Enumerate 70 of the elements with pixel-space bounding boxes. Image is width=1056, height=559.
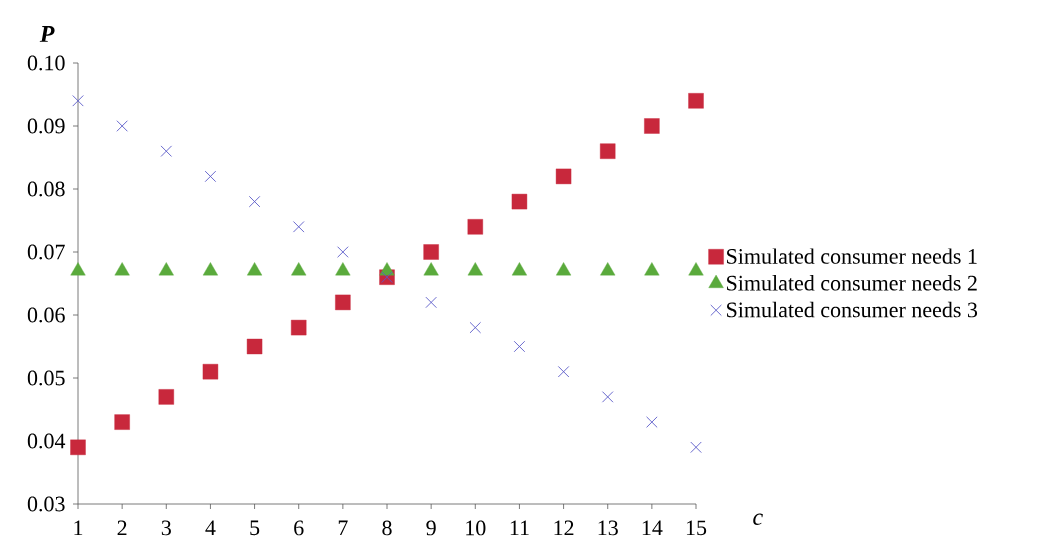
point	[291, 262, 307, 276]
point	[114, 414, 130, 430]
x-tick-label: 2	[117, 520, 127, 536]
point	[600, 262, 616, 276]
y-tick-label: 0.08	[27, 181, 65, 197]
point	[688, 93, 704, 109]
point	[204, 170, 217, 183]
x-tick-label: 10	[466, 520, 486, 536]
point	[467, 262, 483, 276]
x-tick-label: 15	[686, 520, 707, 536]
x-tick-label: 1	[74, 520, 83, 536]
point	[70, 262, 86, 276]
x-tick-label: 8	[382, 520, 392, 536]
legend-label: Simulated consumer needs 1	[727, 248, 977, 264]
point	[469, 321, 482, 334]
y-tick-label: 0.03	[27, 496, 65, 512]
point	[511, 262, 527, 276]
x-tick-label: 13	[598, 520, 618, 536]
point	[116, 120, 128, 132]
point	[425, 296, 437, 309]
y-tick-label: 0.06	[27, 307, 65, 323]
x-tick-label: 9	[426, 520, 436, 536]
point	[646, 416, 658, 428]
point	[72, 95, 84, 107]
point	[335, 262, 351, 276]
point	[160, 145, 173, 157]
point	[556, 262, 572, 276]
x-tick-label: 3	[161, 520, 171, 536]
point	[690, 441, 702, 454]
point	[292, 221, 305, 233]
point	[423, 262, 439, 276]
point	[70, 439, 86, 455]
point	[557, 365, 570, 378]
point	[158, 389, 174, 405]
point	[423, 244, 439, 260]
y-tick-label: 0.10	[27, 55, 65, 71]
point	[644, 118, 660, 134]
point	[513, 340, 526, 353]
x-axis-title: c	[753, 513, 763, 526]
x-tick-label: 7	[338, 520, 348, 535]
point	[555, 168, 572, 185]
x-tick-label: 12	[554, 520, 574, 536]
y-tick-label: 0.05	[27, 370, 65, 386]
point	[601, 391, 614, 403]
point	[202, 364, 219, 380]
point	[335, 294, 351, 311]
point	[114, 262, 130, 276]
x-tick-label: 14	[642, 520, 663, 536]
legend-label: Simulated consumer needs 3	[727, 301, 978, 318]
x-tick-label: 6	[294, 520, 304, 536]
point	[291, 319, 307, 336]
legend-label: Simulated consumer needs 2	[727, 275, 977, 291]
y-axis-title: P	[39, 26, 55, 42]
point	[688, 262, 704, 276]
point	[511, 193, 528, 210]
point	[248, 195, 261, 208]
point	[247, 262, 263, 276]
point	[202, 262, 218, 276]
x-tick-label: 5	[250, 520, 260, 536]
point	[467, 219, 483, 235]
point	[337, 246, 349, 258]
y-tick-label: 0.09	[27, 118, 65, 134]
x-tick-label: 11	[510, 520, 529, 536]
point	[158, 262, 174, 276]
point	[644, 262, 660, 276]
y-tick-label: 0.04	[27, 433, 66, 449]
point	[246, 338, 263, 355]
x-tick-label: 4	[205, 520, 216, 535]
y-tick-label: 0.07	[27, 244, 65, 260]
point	[600, 143, 616, 159]
